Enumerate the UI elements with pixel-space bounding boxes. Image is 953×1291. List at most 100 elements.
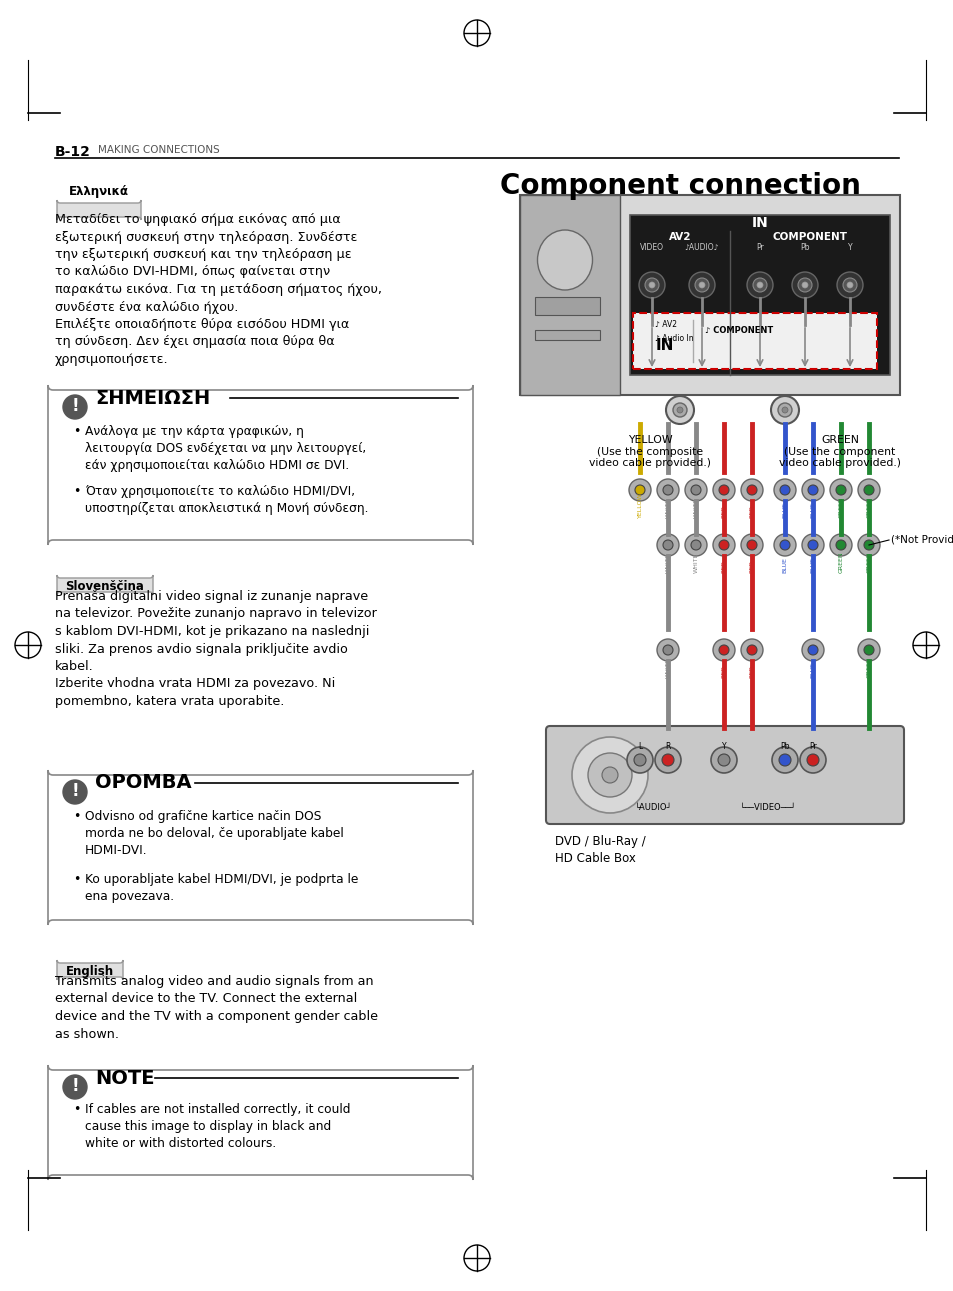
Text: OPOMBA: OPOMBA — [95, 773, 192, 793]
Circle shape — [857, 534, 879, 556]
Circle shape — [657, 639, 679, 661]
Circle shape — [740, 479, 762, 501]
Text: Ανάλογα με την κάρτα γραφικών, η
λειτουργία DOS ενδέχεται να μην λειτουργεί,
εάν: Ανάλογα με την κάρτα γραφικών, η λειτουρ… — [85, 425, 366, 473]
Text: (*Not Provided): (*Not Provided) — [890, 534, 953, 545]
Text: RED: RED — [720, 505, 726, 518]
Text: Prenaša digitalni video signal iz zunanje naprave
na televizor. Povežite zunanjo: Prenaša digitalni video signal iz zunanj… — [55, 590, 376, 707]
Circle shape — [695, 278, 708, 292]
FancyBboxPatch shape — [535, 297, 599, 315]
Circle shape — [634, 754, 645, 766]
Text: RED: RED — [749, 560, 754, 573]
Circle shape — [672, 403, 686, 417]
FancyBboxPatch shape — [48, 769, 473, 924]
Ellipse shape — [537, 230, 592, 290]
Circle shape — [684, 479, 706, 501]
FancyBboxPatch shape — [48, 1065, 473, 1180]
Text: ♪ Audio In: ♪ Audio In — [655, 334, 693, 343]
Circle shape — [791, 272, 817, 298]
Circle shape — [63, 395, 87, 420]
Text: WHITE: WHITE — [665, 497, 670, 518]
Text: L: L — [638, 742, 641, 751]
Circle shape — [684, 534, 706, 556]
Text: GREEN: GREEN — [865, 551, 871, 573]
Circle shape — [644, 278, 659, 292]
Circle shape — [801, 479, 823, 501]
Circle shape — [661, 754, 673, 766]
Circle shape — [657, 479, 679, 501]
Circle shape — [752, 278, 766, 292]
Circle shape — [836, 272, 862, 298]
FancyBboxPatch shape — [57, 574, 152, 595]
Text: DVD / Blu-Ray /
HD Cable Box: DVD / Blu-Ray / HD Cable Box — [555, 835, 645, 865]
Text: BLUE: BLUE — [810, 558, 815, 573]
Text: YELLOW
(Use the composite
video cable provided.): YELLOW (Use the composite video cable pr… — [588, 435, 710, 469]
Circle shape — [690, 485, 700, 494]
Circle shape — [655, 747, 680, 773]
Circle shape — [699, 281, 704, 288]
Text: RED: RED — [749, 665, 754, 678]
Circle shape — [712, 534, 734, 556]
Circle shape — [648, 281, 655, 288]
Circle shape — [719, 485, 728, 494]
Text: Odvisno od grafične kartice način DOS
morda ne bo deloval, če uporabljate kabel
: Odvisno od grafične kartice način DOS mo… — [85, 809, 343, 857]
Text: MAKING CONNECTIONS: MAKING CONNECTIONS — [98, 145, 219, 155]
Text: GREEN
(Use the component
video cable provided.): GREEN (Use the component video cable pro… — [779, 435, 900, 469]
Circle shape — [690, 540, 700, 550]
Circle shape — [635, 485, 644, 494]
Circle shape — [628, 479, 650, 501]
Text: YELLOW: YELLOW — [637, 492, 641, 518]
Text: •: • — [73, 809, 80, 822]
Circle shape — [657, 534, 679, 556]
Circle shape — [842, 278, 856, 292]
Circle shape — [835, 485, 845, 494]
Circle shape — [801, 281, 807, 288]
Circle shape — [800, 747, 825, 773]
Text: R: R — [664, 742, 670, 751]
FancyBboxPatch shape — [519, 195, 899, 395]
Text: B-12: B-12 — [55, 145, 91, 159]
FancyBboxPatch shape — [519, 195, 619, 395]
FancyBboxPatch shape — [57, 200, 141, 219]
Text: WHITE: WHITE — [693, 497, 698, 518]
Circle shape — [807, 646, 817, 655]
Circle shape — [807, 485, 817, 494]
Circle shape — [677, 407, 682, 413]
Circle shape — [801, 534, 823, 556]
Text: !: ! — [71, 782, 79, 800]
Text: Μεταδίδει το ψηφιακό σήμα εικόνας από μια
εξωτερική συσκευή στην τηλεόραση. Συνδ: Μεταδίδει το ψηφιακό σήμα εικόνας από μι… — [55, 213, 381, 367]
Circle shape — [857, 479, 879, 501]
Circle shape — [746, 646, 757, 655]
Text: Y: Y — [847, 243, 851, 252]
Text: ΣΗΜΕΙΩΣΗ: ΣΗΜΕΙΩΣΗ — [95, 389, 210, 408]
Text: •: • — [73, 1103, 80, 1115]
Text: •: • — [73, 485, 80, 498]
Text: Pr: Pr — [756, 243, 763, 252]
Circle shape — [801, 639, 823, 661]
Circle shape — [863, 485, 873, 494]
Text: Όταν χρησιμοποιείτε το καλώδιο HDMI/DVI,
υποστηρίζεται αποκλειστικά η Μονή σύνδε: Όταν χρησιμοποιείτε το καλώδιο HDMI/DVI,… — [85, 485, 368, 515]
Text: •: • — [73, 425, 80, 438]
Text: BLUE: BLUE — [810, 502, 815, 518]
Circle shape — [807, 540, 817, 550]
Text: GREEN: GREEN — [865, 656, 871, 678]
Text: RED: RED — [720, 665, 726, 678]
Circle shape — [863, 540, 873, 550]
Text: WHITE: WHITE — [693, 553, 698, 573]
FancyBboxPatch shape — [545, 726, 903, 824]
Circle shape — [601, 767, 618, 784]
Circle shape — [712, 479, 734, 501]
Circle shape — [718, 754, 729, 766]
FancyBboxPatch shape — [57, 961, 123, 980]
Circle shape — [780, 485, 789, 494]
Text: Pb: Pb — [780, 742, 789, 751]
Text: └──VIDEO──┘: └──VIDEO──┘ — [740, 803, 796, 812]
Circle shape — [846, 281, 852, 288]
Circle shape — [770, 396, 799, 423]
Circle shape — [712, 639, 734, 661]
FancyBboxPatch shape — [535, 330, 599, 340]
Circle shape — [746, 272, 772, 298]
Circle shape — [719, 646, 728, 655]
Circle shape — [740, 639, 762, 661]
Circle shape — [587, 753, 631, 797]
Circle shape — [863, 646, 873, 655]
